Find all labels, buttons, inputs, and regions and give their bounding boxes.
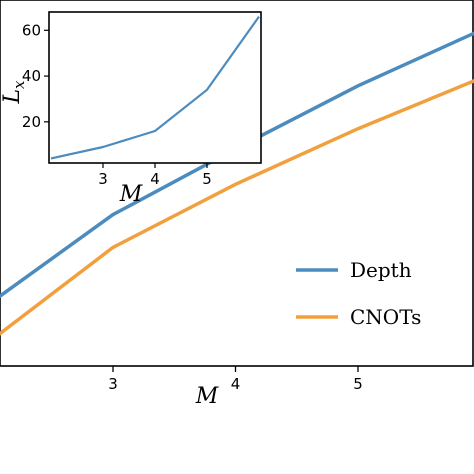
- inset-plot-background: [48, 11, 262, 164]
- inset-y-axis-label-main: L: [0, 89, 25, 105]
- inset-y-axis-label: Lx: [0, 80, 28, 105]
- inset-y-tick-label: 60: [22, 21, 41, 39]
- main-plot-frame: [0, 0, 474, 367]
- inset-series-line: [50, 15, 260, 160]
- legend-label-depth: Depth: [350, 258, 412, 282]
- main-x-tick-label: 5: [353, 375, 363, 393]
- inset-y-tick-label: 40: [22, 67, 41, 85]
- inset-x-axis-label: M: [119, 182, 143, 207]
- main-x-axis-label: M: [195, 384, 219, 409]
- inset-x-tick-label: 3: [98, 170, 108, 188]
- inset-x-tick-label: 5: [202, 170, 212, 188]
- inset-x-tick-label: 4: [150, 170, 160, 188]
- inset-y-ticks: 20 40 60: [22, 21, 49, 131]
- inset-series-group: [50, 15, 260, 160]
- main-x-tick-label: 3: [108, 375, 118, 393]
- legend-label-cnots: CNOTs: [350, 305, 421, 329]
- main-series-line-cnots: [0, 78, 474, 336]
- inset-y-tick-label: 20: [22, 113, 41, 131]
- main-x-tick-label: 4: [231, 375, 241, 393]
- legend: Depth CNOTs: [296, 258, 421, 329]
- main-x-ticks: 3 4 5: [108, 366, 363, 393]
- inset-y-axis-label-subscript: x: [10, 80, 28, 89]
- inset-plot: 3 4 5 20 40 60 M Lx: [0, 11, 262, 207]
- inset-x-ticks: 3 4 5: [98, 163, 212, 188]
